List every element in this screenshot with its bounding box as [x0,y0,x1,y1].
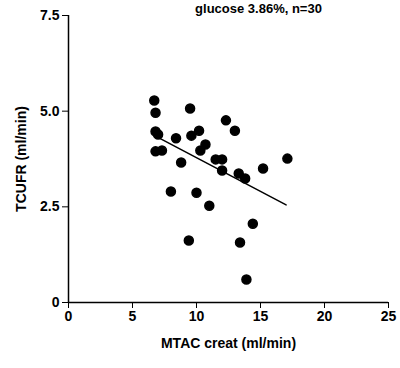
svg-text:10: 10 [189,308,205,324]
svg-text:2.5: 2.5 [40,198,60,214]
svg-text:15: 15 [253,308,269,324]
svg-text:5.0: 5.0 [40,103,60,119]
svg-text:glucose 3.86%, n=30: glucose 3.86%, n=30 [195,1,322,16]
svg-text:TCUFR (ml/min): TCUFR (ml/min) [13,106,29,212]
svg-text:25: 25 [381,308,397,324]
svg-text:20: 20 [317,308,333,324]
svg-text:0: 0 [52,294,60,310]
svg-text:MTAC creat (ml/min): MTAC creat (ml/min) [161,335,296,351]
svg-text:7.5: 7.5 [40,7,60,23]
svg-text:5: 5 [129,308,137,324]
svg-text:0: 0 [65,308,73,324]
